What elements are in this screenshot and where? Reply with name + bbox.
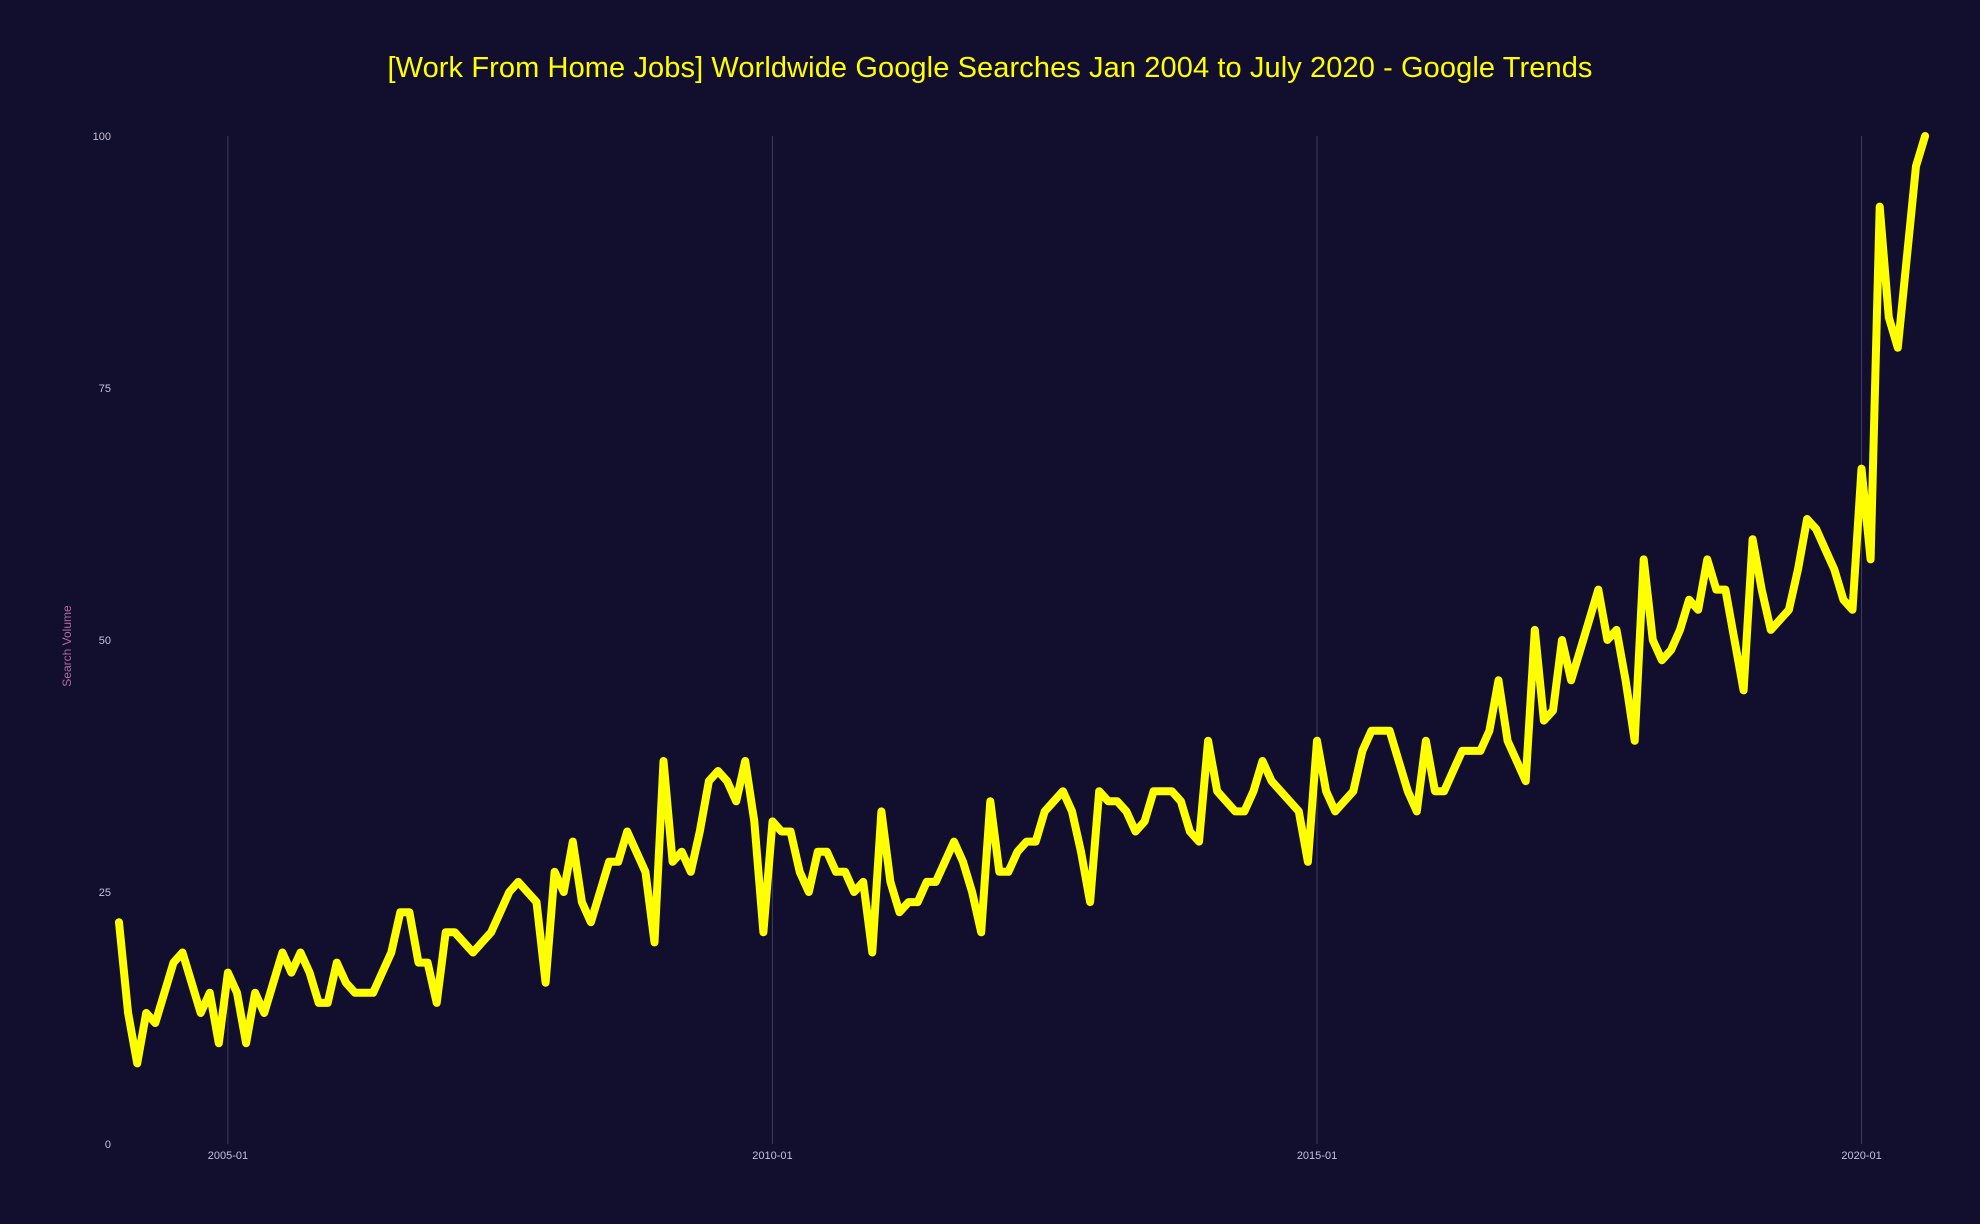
x-tick-label: 2015-01 xyxy=(1297,1150,1337,1162)
x-tick-label: 2020-01 xyxy=(1841,1150,1881,1162)
y-tick-label: 100 xyxy=(93,131,111,143)
chart-title: [Work From Home Jobs] Worldwide Google S… xyxy=(387,52,1593,84)
series-line-0 xyxy=(115,132,1930,1068)
x-tick-label: 2010-01 xyxy=(752,1150,792,1162)
x-tick-label: 2005-01 xyxy=(208,1150,248,1162)
y-tick-label: 0 xyxy=(105,1139,111,1151)
y-tick-label: 75 xyxy=(99,383,111,395)
y-tick-label: 25 xyxy=(99,887,111,899)
y-tick-label: 50 xyxy=(99,635,111,647)
